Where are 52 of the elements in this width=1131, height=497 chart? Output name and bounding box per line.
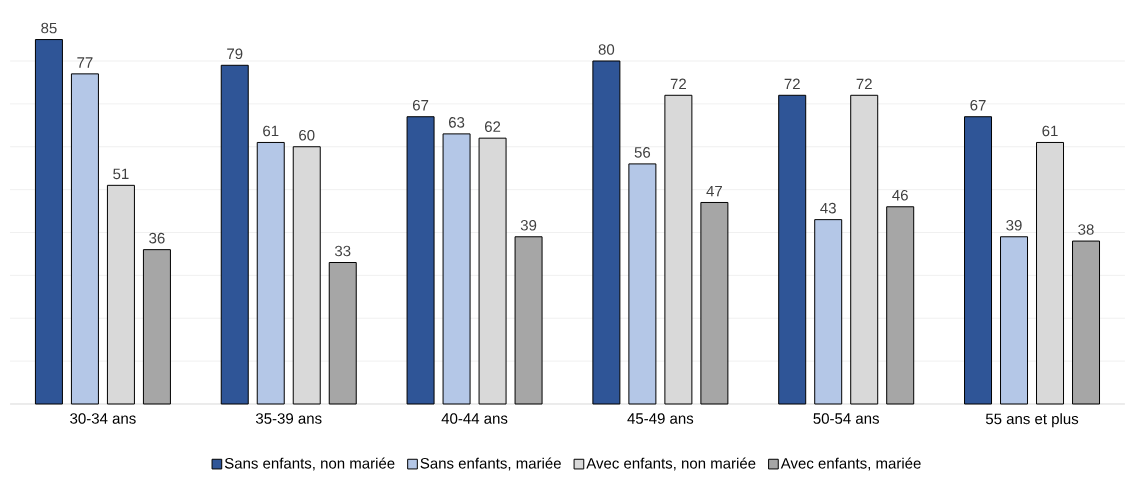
data-label: 51 <box>113 168 129 180</box>
data-label: 79 <box>227 48 243 60</box>
data-label: 77 <box>77 57 93 68</box>
bar <box>220 64 249 405</box>
legend-label: Sans enfants, non mariée <box>224 457 395 471</box>
data-label: 56 <box>634 147 651 158</box>
data-label: 46 <box>892 189 908 201</box>
bar <box>442 133 471 405</box>
bar <box>700 201 729 405</box>
data-label: 85 <box>41 22 57 34</box>
data-label: 61 <box>263 125 279 137</box>
x-tick-label: 50-54 ans <box>813 413 879 424</box>
bar <box>964 116 993 405</box>
data-label: 39 <box>1006 219 1022 231</box>
bar <box>1072 240 1101 405</box>
data-label: 39 <box>520 219 537 231</box>
bar <box>256 141 285 405</box>
legend-label: Sans enfants, mariée <box>420 457 561 471</box>
bar <box>1000 236 1029 405</box>
bar <box>814 219 843 405</box>
bar <box>328 262 357 405</box>
data-label: 80 <box>598 44 615 55</box>
data-label: 61 <box>1042 125 1058 137</box>
bar <box>592 60 621 405</box>
legend-label: Avec enfants, non mariée <box>586 457 756 471</box>
data-label: 43 <box>820 202 836 214</box>
data-label: 33 <box>334 245 351 257</box>
data-label: 67 <box>412 99 429 111</box>
data-label: 72 <box>856 78 872 90</box>
x-tick-label: 40-44 ans <box>441 413 508 424</box>
data-label: 72 <box>670 78 686 90</box>
legend-label: Avec enfants, mariée <box>780 457 921 471</box>
data-label: 38 <box>1078 224 1094 235</box>
bar <box>142 249 171 405</box>
data-label: 63 <box>448 117 465 128</box>
data-label: 47 <box>706 185 722 197</box>
bar <box>34 39 63 405</box>
bar <box>406 116 435 405</box>
bar <box>886 206 915 405</box>
data-label: 36 <box>149 232 165 244</box>
x-tick-label: 45-49 ans <box>627 413 694 424</box>
x-tick-label: 30-34 ans <box>70 413 136 424</box>
bar <box>514 236 543 405</box>
bar <box>70 73 99 405</box>
data-label: 60 <box>299 129 315 141</box>
bar <box>778 94 807 405</box>
data-label: 72 <box>784 78 800 90</box>
data-label: 67 <box>970 99 986 111</box>
x-tick-label: 35-39 ans <box>255 413 322 424</box>
data-label: 62 <box>484 121 501 132</box>
x-tick-label: 55 ans et plus <box>985 413 1079 428</box>
bar <box>628 163 657 405</box>
